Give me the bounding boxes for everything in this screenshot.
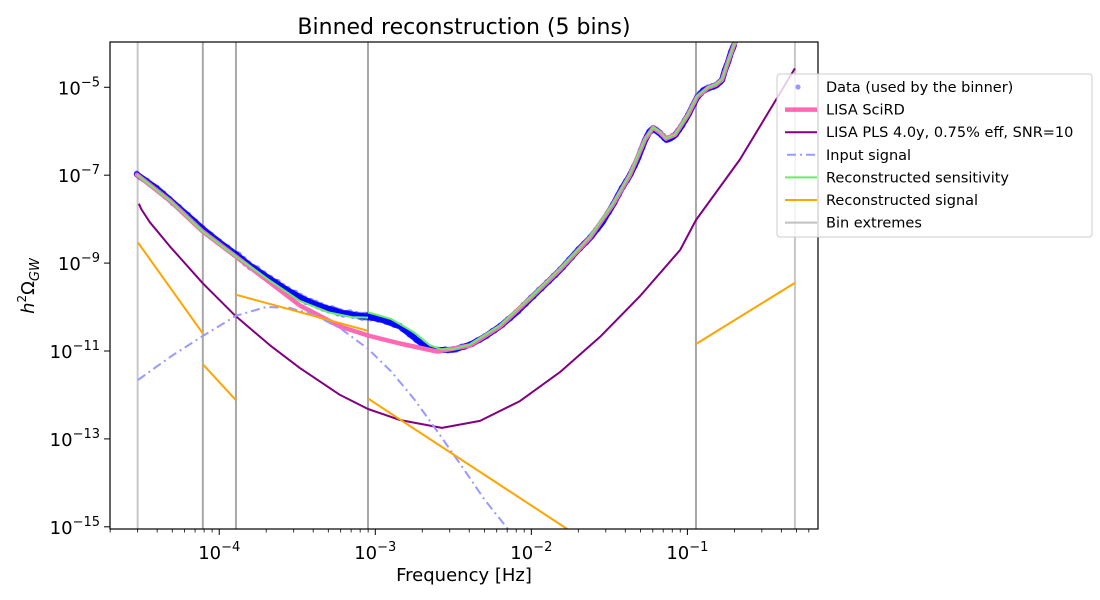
legend-label: Reconstructed signal	[826, 193, 978, 209]
data-point	[414, 337, 421, 344]
data-point	[369, 313, 377, 321]
data-point	[332, 306, 340, 315]
x-tick-label: 10−3	[354, 540, 396, 564]
chart-title: Binned reconstruction (5 bins)	[297, 15, 630, 40]
data-point	[377, 316, 384, 323]
plot-frame	[109, 41, 819, 530]
data-point	[346, 309, 354, 317]
legend-label: LISA PLS 4.0y, 0.75% eff, SNR=10	[826, 125, 1073, 141]
legend: Data (used by the binner) LISA SciRD LISA …	[776, 73, 1093, 238]
data-point	[311, 299, 320, 307]
data-band	[133, 42, 737, 354]
x-tick-label: 10−1	[666, 540, 708, 564]
legend-label: Bin extremes	[826, 216, 922, 232]
x-axis-label: Frequency [Hz]	[396, 565, 532, 586]
data-point	[408, 332, 415, 339]
data-point	[372, 314, 379, 321]
series-layer	[133, 42, 796, 529]
series-reconstructed-signal-segment	[235, 293, 369, 332]
y-tick-label: 10−9	[58, 251, 100, 275]
y-axis: 10−5 10−7 10−9 10−11 10−13 10−15	[50, 75, 110, 539]
y-label-sub: GW	[28, 257, 43, 281]
series-reconstructed-signal-segment	[367, 397, 568, 529]
y-tick-label: 10−11	[50, 339, 100, 363]
legend-label: LISA SciRD	[826, 103, 905, 119]
data-point	[366, 314, 375, 322]
data-point	[413, 337, 420, 344]
data-point	[328, 305, 336, 313]
y-label-omega: Ω	[18, 281, 39, 295]
data-point	[291, 289, 299, 297]
data-point	[382, 319, 389, 325]
y-label-sup: 2	[15, 295, 29, 303]
legend-box	[776, 73, 1093, 238]
data-point	[296, 292, 304, 300]
data-point	[385, 319, 392, 326]
series-input-signal	[137, 305, 509, 529]
y-tick-label: 10−5	[58, 75, 100, 99]
legend-marker-data	[795, 84, 801, 90]
series-lisa-scird	[134, 42, 739, 354]
y-axis-label: h2ΩGW	[15, 257, 43, 314]
data-point	[411, 334, 418, 340]
y-tick-label: 10−7	[58, 163, 100, 187]
series-data-points	[133, 42, 737, 354]
y-tick-label: 10−15	[50, 515, 100, 539]
data-point	[399, 326, 406, 333]
data-point	[300, 295, 308, 303]
data-point	[416, 338, 423, 345]
series-reconstructed-sensitivity	[136, 173, 369, 319]
x-axis: 10−4 10−3 10−2 10−1	[109, 529, 810, 564]
series-reconstructed-signal-segment	[695, 282, 796, 345]
legend-label: Data (used by the binner)	[826, 80, 1013, 96]
y-label-base: h	[18, 302, 39, 313]
series-reconstructed-sensitivity	[367, 42, 737, 351]
bin-extremes	[136, 42, 796, 529]
series-reconstructed-signal-segment	[137, 241, 204, 334]
y-tick-label: 10−13	[50, 427, 100, 451]
x-tick-label: 10−4	[198, 540, 240, 564]
x-tick-label: 10−2	[510, 540, 552, 564]
series-reconstructed-signal-segment	[202, 363, 237, 401]
data-point	[406, 331, 413, 338]
data-point	[391, 322, 398, 329]
data-point	[375, 316, 381, 323]
legend-label: Reconstructed sensitivity	[826, 170, 1009, 186]
data-point	[326, 305, 334, 313]
data-point	[307, 297, 315, 305]
legend-label: Input signal	[826, 148, 911, 164]
